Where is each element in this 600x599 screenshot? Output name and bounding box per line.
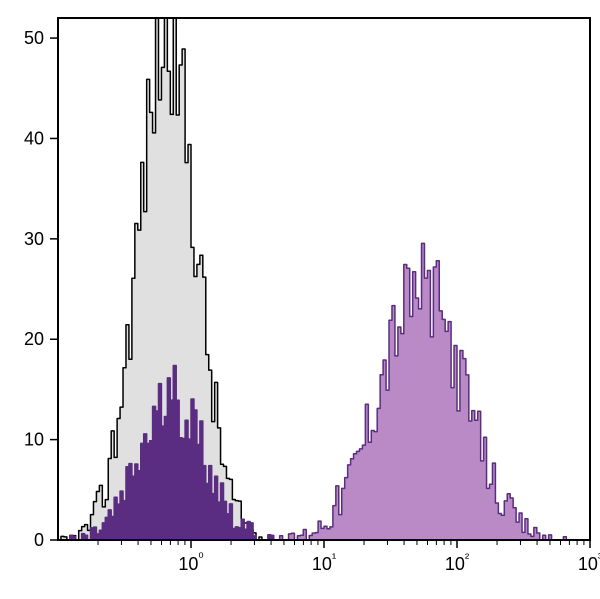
svg-text:0: 0 xyxy=(34,530,44,550)
svg-text:40: 40 xyxy=(24,128,44,148)
svg-text:30: 30 xyxy=(24,229,44,249)
svg-text:10³: 10³ xyxy=(578,550,600,574)
chart-svg: 0102030405010⁰10¹10²10³ xyxy=(0,0,600,599)
svg-text:50: 50 xyxy=(24,28,44,48)
svg-text:20: 20 xyxy=(24,329,44,349)
svg-text:10: 10 xyxy=(24,430,44,450)
flow-cytometry-histogram: 0102030405010⁰10¹10²10³ xyxy=(0,0,600,599)
